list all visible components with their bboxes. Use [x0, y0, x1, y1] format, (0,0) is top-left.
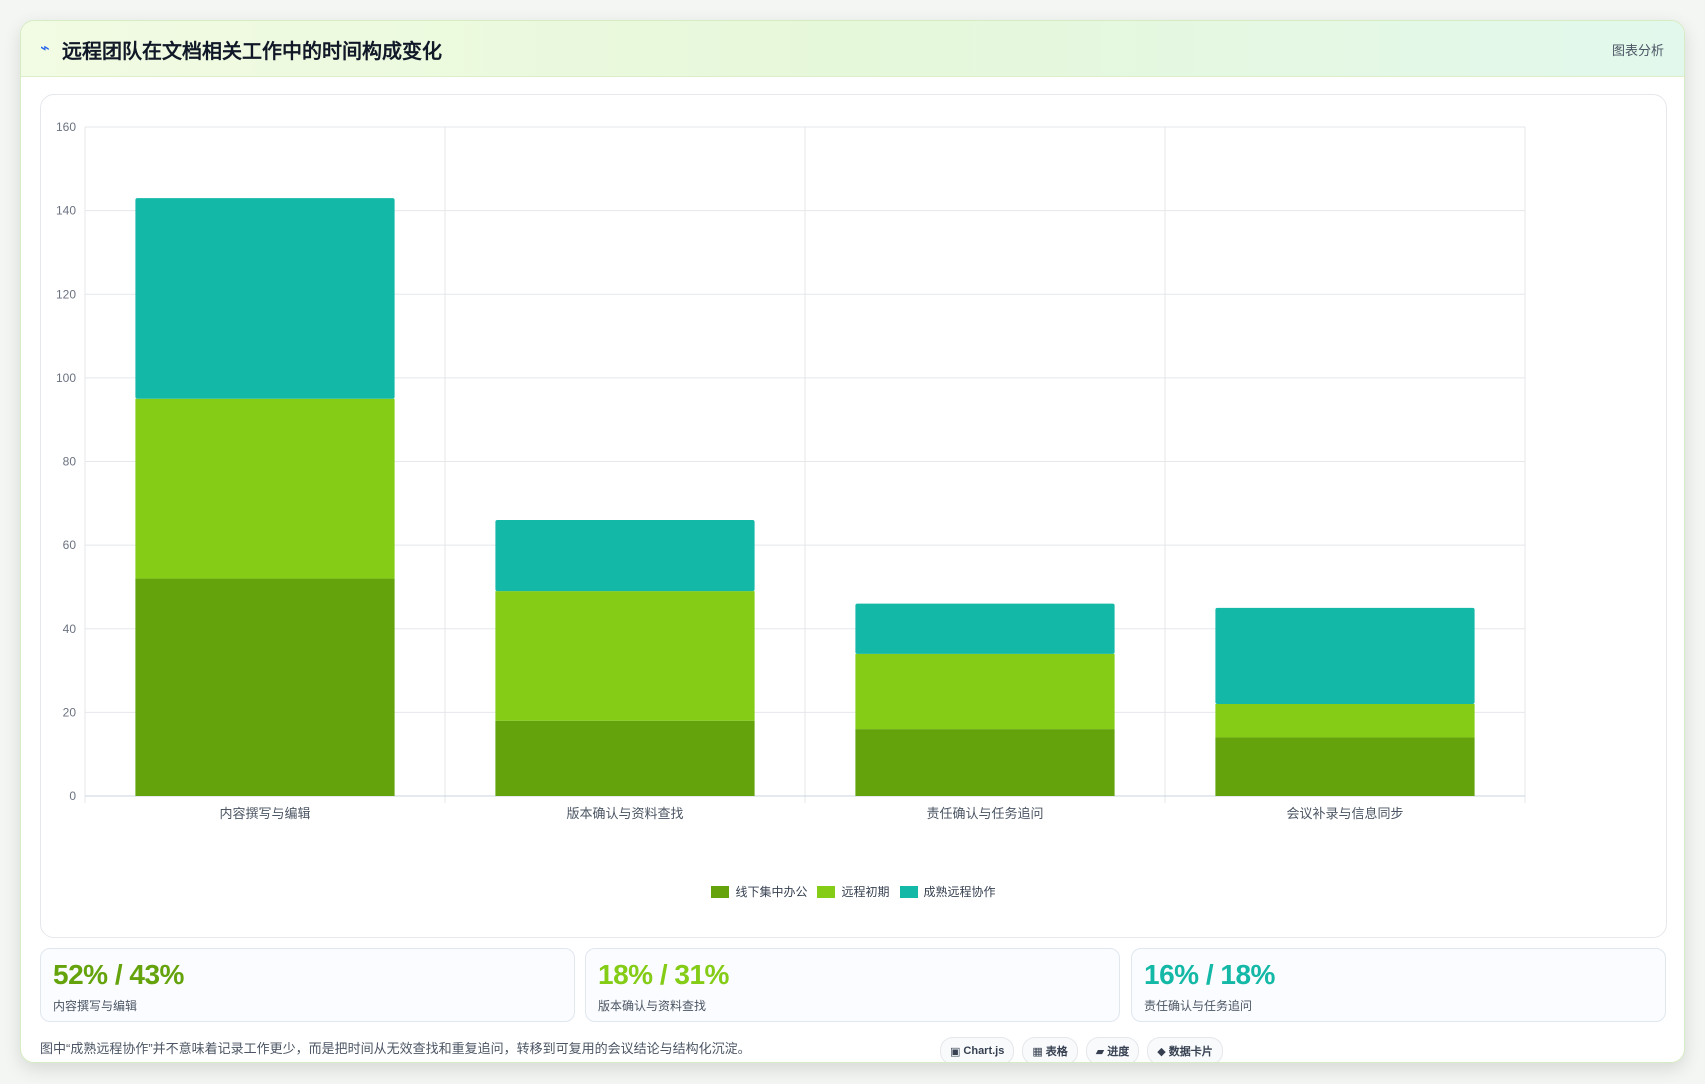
chart-icon: ▣ [950, 1045, 961, 1058]
page-title: 远程团队在文档相关工作中的时间构成变化 [62, 41, 442, 63]
y-tick-label: 0 [69, 789, 76, 803]
chip-label: Chart.js [963, 1045, 1005, 1057]
y-tick-label: 60 [63, 538, 77, 552]
footnote: 图中“成熟远程协作”并不意味着记录工作更少，而是把时间从无效查找和重复追问，转移… [40, 1041, 751, 1056]
chart-panel: 0 20 40 60 80 100 120 140 160 内容撰写与编辑 版本确认与资料查找 责任确… [40, 94, 1667, 938]
legend-label: 远程初期 [841, 885, 890, 899]
bar-segment [495, 591, 755, 721]
stat-label: 版本确认与资料查找 [598, 999, 707, 1013]
y-tick-label: 20 [63, 705, 77, 719]
stacked-bar-chart: 0 20 40 60 80 100 120 140 160 内容撰写与编辑 版本确认与资料查找 责任确… [56, 120, 1526, 821]
x-tick-label: 责任确认与任务追问 [926, 806, 1043, 821]
x-tick-label: 版本确认与资料查找 [566, 806, 683, 821]
stat-card-1: 52% / 43% 内容撰写与编辑 [40, 948, 575, 1022]
legend-item[interactable]: 远程初期 [817, 883, 890, 900]
pulse-icon: ⌁ [40, 40, 50, 57]
stat-value: 18% / 31% [598, 959, 729, 990]
legend-item[interactable]: 线下集中办公 [711, 883, 807, 900]
bar-segment [495, 720, 755, 796]
chip-chartjs[interactable]: ▣ Chart.js [940, 1037, 1015, 1062]
bar-segment [855, 729, 1115, 796]
card-icon: ◆ [1157, 1045, 1166, 1058]
bar-segment [1215, 607, 1475, 705]
bar-segment [855, 653, 1115, 730]
legend-swatch [899, 885, 918, 898]
stat-value: 52% / 43% [53, 959, 184, 990]
stat-card-2: 18% / 31% 版本确认与资料查找 [585, 948, 1120, 1022]
chip-row: ▣ Chart.js ▦ 表格 ▰ 进度 ◆ 数据卡片 [940, 1037, 1223, 1062]
chart-analysis-link[interactable]: 图表分析 [1611, 43, 1664, 58]
chip-label: 进度 [1107, 1046, 1130, 1058]
chip-label: 数据卡片 [1168, 1046, 1213, 1058]
bar-segment [135, 578, 395, 796]
card-header: ⌁ 远程团队在文档相关工作中的时间构成变化 图表分析 [21, 21, 1684, 77]
legend-item[interactable]: 成熟远程协作 [899, 883, 996, 900]
stat-value: 16% / 18% [1144, 959, 1275, 990]
legend-swatch [711, 885, 730, 898]
y-tick-label: 160 [56, 120, 76, 134]
stat-card-3: 16% / 18% 责任确认与任务追问 [1131, 948, 1666, 1022]
chip-data-card[interactable]: ◆ 数据卡片 [1147, 1037, 1223, 1062]
legend-label: 线下集中办公 [735, 885, 808, 899]
bar-segment [135, 398, 395, 579]
chip-table[interactable]: ▦ 表格 [1022, 1037, 1078, 1062]
stat-label: 内容撰写与编辑 [53, 999, 138, 1013]
chart-card: ⌁ 远程团队在文档相关工作中的时间构成变化 图表分析 0 20 40 60 80 100 1… [20, 20, 1685, 1063]
legend-label: 成熟远程协作 [923, 885, 996, 899]
y-tick-label: 80 [63, 455, 77, 469]
bar-segment [495, 520, 755, 592]
bar-segment [1215, 737, 1475, 796]
y-tick-label: 100 [56, 371, 76, 385]
legend-swatch [817, 885, 836, 898]
bar-segment [855, 603, 1115, 654]
chip-label: 表格 [1045, 1046, 1068, 1058]
chart-legend: 线下集中办公 远程初期 成熟远程协作 [41, 883, 1666, 900]
progress-icon: ▰ [1095, 1045, 1105, 1058]
stat-label: 责任确认与任务追问 [1144, 999, 1253, 1013]
y-tick-label: 120 [56, 287, 76, 301]
table-icon: ▦ [1032, 1045, 1043, 1058]
y-tick-label: 40 [63, 622, 77, 636]
x-tick-label: 会议补录与信息同步 [1286, 806, 1403, 821]
bar-segment [1215, 704, 1475, 738]
bar-segment [135, 198, 395, 399]
chip-progress[interactable]: ▰ 进度 [1085, 1037, 1140, 1062]
x-tick-label: 内容撰写与编辑 [219, 806, 310, 821]
y-tick-label: 140 [56, 204, 76, 218]
